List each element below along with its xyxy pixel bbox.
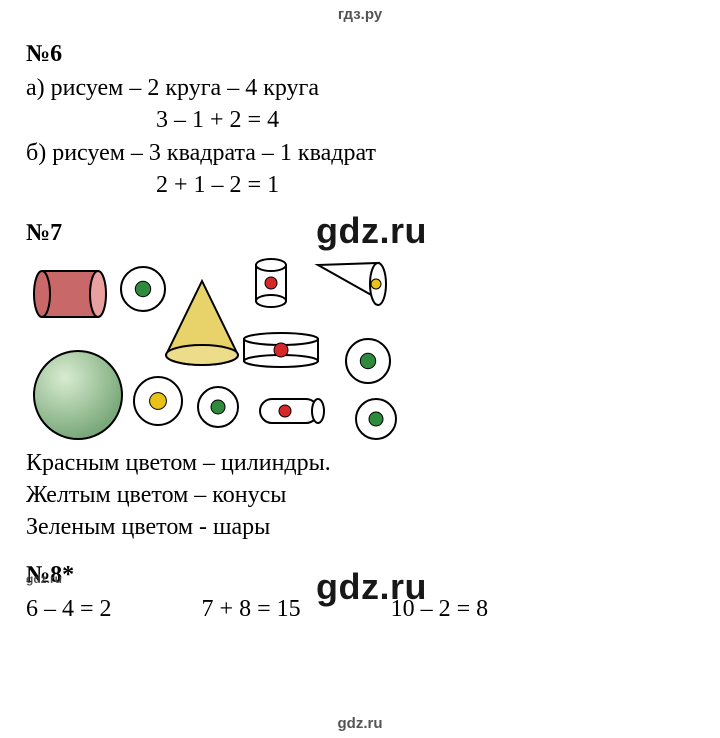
p6-line-a1: а) рисуем – 2 круга – 4 круга: [26, 72, 694, 104]
p6-line-b2: 2 + 1 – 2 = 1: [26, 169, 694, 201]
p8-eq2: 7 + 8 = 15: [202, 593, 301, 625]
watermark-big-2: gdz.ru: [316, 566, 427, 608]
p7-legend-yellow: Желтым цветом – конусы: [26, 479, 694, 511]
p7-legend-green: Зеленым цветом - шары: [26, 511, 694, 543]
problem-6: №6 а) рисуем – 2 круга – 4 круга 3 – 1 +…: [26, 41, 694, 202]
shapes-diagram: [26, 251, 446, 441]
p7-legend-red: Красным цветом – цилиндры.: [26, 447, 694, 479]
problem-7: №7 gdz.ru Красным цветом – цилиндры. Жел…: [26, 220, 694, 544]
p8-eq1: 6 – 4 = 2: [26, 593, 112, 625]
page-footer: gdz.ru: [0, 715, 720, 732]
shapes-svg: [26, 251, 446, 441]
p6-line-b1: б) рисуем – 3 квадрата – 1 квадрат: [26, 137, 694, 169]
page-header: гдз.ру: [0, 0, 720, 23]
watermark-big-1: gdz.ru: [316, 210, 427, 252]
problem-6-title: №6: [26, 41, 694, 68]
watermark-small-1: gdz.ru: [26, 572, 62, 586]
p6-line-a2: 3 – 1 + 2 = 4: [26, 104, 694, 136]
content-area: №6 а) рисуем – 2 круга – 4 круга 3 – 1 +…: [0, 23, 720, 625]
